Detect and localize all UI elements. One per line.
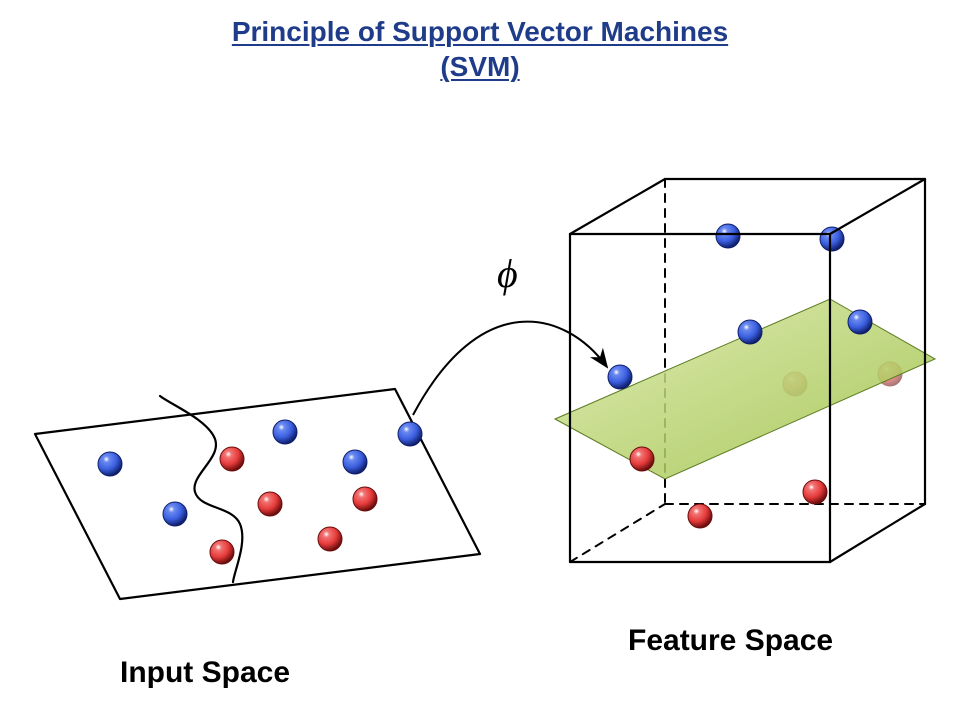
title-line-2: (SVM) <box>440 49 519 84</box>
diagram-area: ϕ Input Space Feature Space <box>0 84 960 684</box>
feature-space-label: Feature Space <box>628 624 833 658</box>
title-line-1: Principle of Support Vector Machines <box>232 14 728 49</box>
page-title-block: Principle of Support Vector Machines (SV… <box>0 0 960 84</box>
input-space-plane <box>35 389 480 599</box>
input-space-points <box>98 420 422 564</box>
phi-mapping-arrow <box>413 322 607 415</box>
phi-symbol: ϕ <box>497 250 518 297</box>
svm-diagram-svg <box>0 84 960 684</box>
input-space-label: Input Space <box>120 656 290 690</box>
